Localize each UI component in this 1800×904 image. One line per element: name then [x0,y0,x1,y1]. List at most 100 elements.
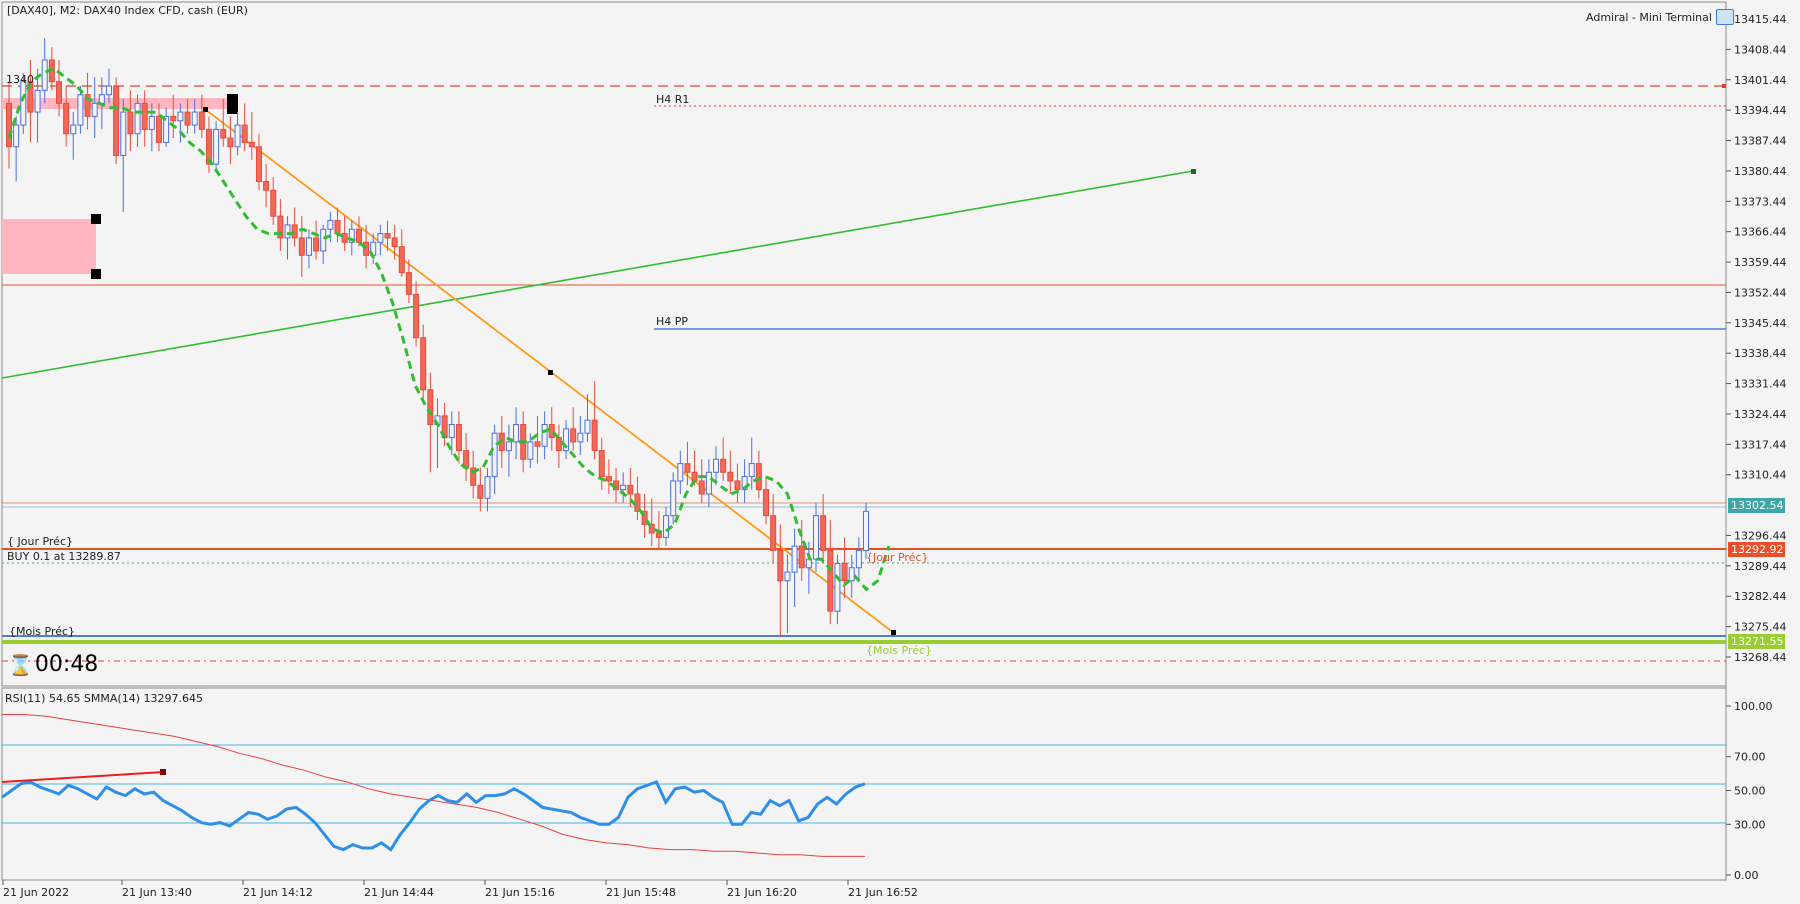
candle[interactable] [470,467,477,486]
candle[interactable] [770,515,777,551]
candle[interactable] [684,463,691,473]
candle[interactable] [734,480,741,491]
candle[interactable] [527,441,534,460]
zone-handle[interactable] [227,94,238,104]
candle[interactable] [698,480,705,495]
demand-zone[interactable] [2,219,96,274]
candle[interactable] [763,489,770,517]
candle[interactable] [248,141,255,148]
candle[interactable] [548,424,555,439]
green-trendline[interactable] [1,170,1194,379]
candle[interactable] [777,549,784,582]
candle[interactable] [27,81,34,113]
candle[interactable] [155,115,162,143]
candle[interactable] [648,523,655,534]
candle[interactable] [313,237,320,252]
candle[interactable] [705,471,712,495]
zone-handle[interactable] [227,104,238,114]
candle[interactable] [755,463,762,491]
candle[interactable] [455,424,462,452]
candle[interactable] [263,180,270,191]
candle[interactable] [41,59,48,91]
candle[interactable] [427,389,434,426]
rsi-divergence-line[interactable] [1,771,165,783]
candle[interactable] [134,102,141,135]
candle[interactable] [670,480,677,517]
candle[interactable] [555,437,562,452]
candle[interactable] [220,128,227,139]
candle[interactable] [270,189,277,217]
candle[interactable] [298,237,305,256]
candle[interactable] [34,89,41,113]
candle[interactable] [477,484,484,499]
candle[interactable] [627,484,634,495]
candle[interactable] [255,146,262,182]
candle[interactable] [748,463,755,478]
candle[interactable] [163,115,170,143]
candle[interactable] [234,124,241,148]
candle[interactable] [20,81,27,126]
candle[interactable] [598,450,605,478]
candle[interactable] [834,562,841,612]
candle[interactable] [113,85,120,156]
candle[interactable] [798,545,805,569]
candle[interactable] [855,549,862,569]
candle[interactable] [605,476,612,482]
candle[interactable] [170,115,177,122]
candle[interactable] [320,228,327,252]
candle[interactable] [120,111,127,156]
candle[interactable] [420,337,427,391]
candle[interactable] [591,419,598,452]
candle[interactable] [448,424,455,439]
candle[interactable] [277,215,284,239]
candle[interactable] [84,94,91,117]
candle[interactable] [663,515,670,538]
candle[interactable] [727,471,734,482]
candle[interactable] [63,102,70,135]
candle[interactable] [227,137,234,148]
candle[interactable] [413,293,420,339]
candle[interactable] [384,233,391,239]
candle[interactable] [405,272,412,295]
candle[interactable] [863,510,869,551]
candle[interactable] [720,458,727,473]
candle[interactable] [205,128,212,165]
candle[interactable] [191,111,198,126]
candle[interactable] [355,228,362,243]
candle[interactable] [127,111,134,135]
candle[interactable] [77,94,84,126]
candle[interactable] [577,432,584,443]
candle[interactable] [655,532,662,538]
candle[interactable] [570,428,577,443]
candle[interactable] [541,424,548,447]
candle[interactable] [98,94,105,104]
candle[interactable] [241,124,248,143]
candle[interactable] [148,115,155,130]
zone-handle[interactable] [91,214,101,224]
candle[interactable] [284,224,291,239]
candle[interactable] [13,124,20,148]
candle[interactable] [584,419,591,434]
candle[interactable] [484,476,491,499]
candle[interactable] [348,228,355,243]
candle[interactable] [334,220,341,235]
candle[interactable] [327,220,334,230]
candle[interactable] [784,571,791,582]
candle[interactable] [377,233,384,243]
candle[interactable] [841,562,848,582]
candle[interactable] [491,432,498,478]
candle[interactable] [820,515,827,551]
candle[interactable] [55,81,62,104]
price-pane[interactable] [1,1,1727,687]
candle[interactable] [534,441,541,447]
candle[interactable] [341,233,348,243]
candle[interactable] [620,484,627,491]
zone-handle[interactable] [91,269,101,279]
candle[interactable] [141,102,148,130]
candle[interactable] [291,224,298,239]
candle[interactable] [184,111,191,126]
candle[interactable] [198,111,205,130]
candle[interactable] [105,85,112,96]
